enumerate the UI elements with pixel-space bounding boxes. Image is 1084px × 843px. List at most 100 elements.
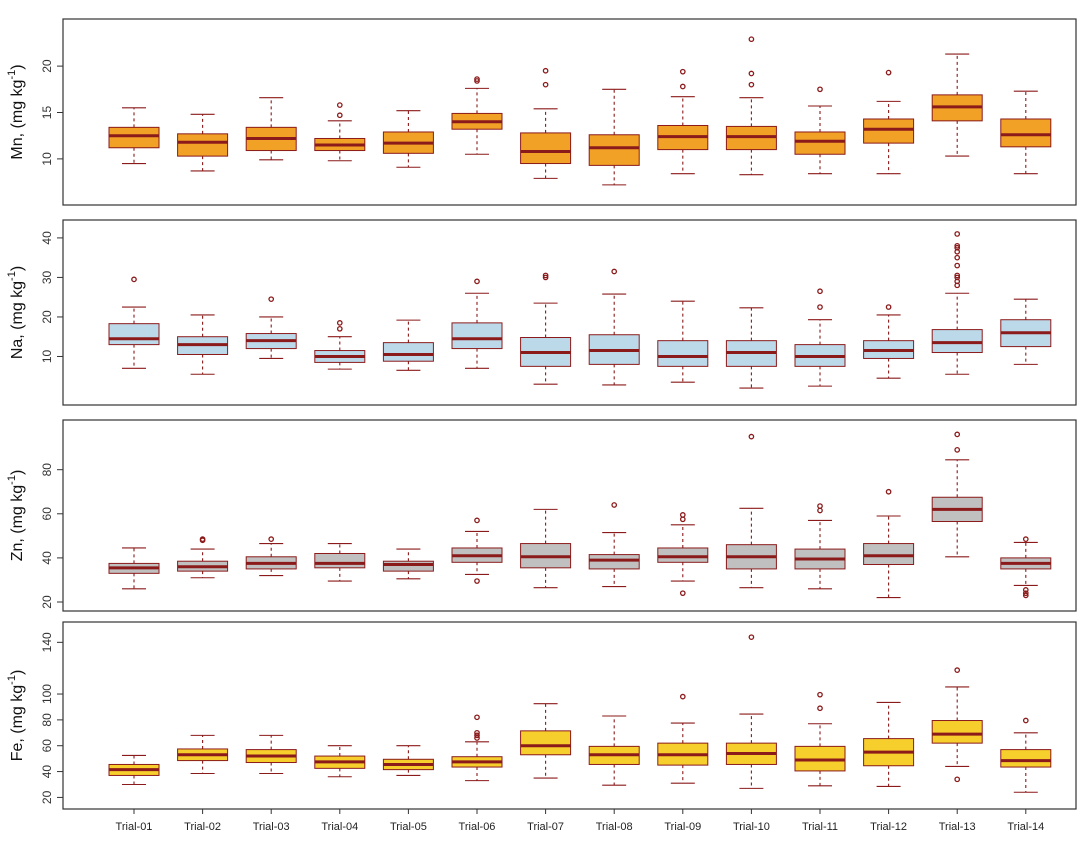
iqr-box [177, 133, 229, 157]
box-trial-08 [588, 268, 640, 386]
y-tick-label: 60 [40, 739, 54, 753]
y-tick-label: 40 [40, 231, 54, 245]
box-trial-11 [794, 691, 846, 787]
outlier-point [954, 776, 961, 783]
outlier-point [1022, 536, 1029, 543]
box-trial-08 [588, 715, 640, 786]
panel-frame [62, 18, 1077, 206]
outlier-point [954, 231, 961, 237]
y-tick-label: 10 [40, 152, 54, 166]
outlier-point [474, 732, 480, 739]
box-trial-11 [794, 86, 846, 175]
outlier-point [954, 272, 961, 279]
y-tick-label: 10 [40, 349, 54, 363]
outlier-point [954, 431, 961, 438]
x-tick-label: Trial-13 [939, 821, 976, 833]
box-trial-11 [794, 288, 846, 387]
x-tick-label: Trial-06 [459, 821, 496, 833]
y-axis-label-close: ) [9, 266, 26, 271]
iqr-box [588, 554, 640, 570]
outlier-point [542, 81, 549, 88]
box-trial-10 [725, 634, 777, 789]
y-axis-label-text: Mn, (mg kg [9, 80, 26, 160]
outlier-point [679, 83, 686, 90]
y-axis-label-superscript: -1 [6, 70, 18, 80]
y-axis-label-superscript: -1 [6, 475, 18, 485]
x-tick-label: Trial-10 [733, 821, 770, 833]
panel-4: 20 40 60 80 100 140 Fe, (mg kg-1) [6, 621, 1077, 810]
box-trial-06 [451, 517, 503, 584]
y-tick-label: 60 [40, 507, 54, 521]
x-tick-label: Trial-11 [802, 821, 838, 833]
box-trial-06 [451, 278, 503, 369]
box-trial-07 [520, 272, 572, 385]
box-trial-04 [314, 102, 366, 162]
iqr-box [863, 118, 915, 144]
panel-2: 10 20 30 40 Na, (mg kg-1) [6, 219, 1077, 406]
outlier-point [748, 634, 755, 641]
iqr-box [657, 547, 709, 563]
iqr-box [1000, 118, 1052, 148]
outlier-point [1022, 590, 1029, 597]
outlier-point [474, 76, 480, 82]
iqr-box [588, 134, 640, 166]
box-trial-02 [177, 734, 229, 775]
outlier-point [1022, 587, 1029, 593]
y-axis-label-text: Fe, (mg kg [9, 685, 26, 761]
box-trial-02 [177, 314, 229, 375]
box-trial-14 [1000, 90, 1052, 175]
box-trial-04 [314, 320, 366, 370]
outlier-point [336, 320, 343, 326]
y-tick-label: 80 [40, 463, 54, 477]
outlier-point [679, 590, 686, 597]
box-trial-09 [657, 300, 709, 383]
box-trial-13 [931, 231, 983, 375]
y-tick-label: 40 [40, 765, 54, 779]
outlier-point [954, 262, 961, 269]
box-trial-03 [245, 296, 297, 360]
y-tick-label: 20 [40, 595, 54, 609]
x-tick-label: Trial-03 [253, 821, 290, 833]
x-tick-label: Trial-12 [870, 821, 907, 833]
y-axis-label-close: ) [9, 670, 26, 675]
outlier-point [817, 304, 823, 310]
outlier-point [885, 304, 892, 310]
box-trial-02 [177, 536, 229, 579]
box-trial-13 [931, 667, 983, 783]
y-tick-label: 20 [40, 310, 54, 324]
box-trial-09 [657, 68, 709, 175]
box-trial-03 [245, 97, 297, 161]
y-axis-label: Mn, (mg kg-1) [6, 64, 26, 159]
box-trial-02 [177, 113, 229, 172]
box-trial-09 [657, 693, 709, 784]
box-trial-11 [794, 503, 846, 590]
iqr-box [314, 552, 366, 569]
outlier-point [748, 70, 755, 77]
outlier-point [954, 274, 961, 281]
x-tick-label: Trial-14 [1007, 821, 1044, 833]
outlier-point [885, 488, 892, 495]
outlier-point [336, 102, 343, 108]
iqr-box [1000, 749, 1052, 768]
box-trial-03 [245, 536, 297, 577]
box-trial-08 [588, 88, 640, 186]
outlier-point [679, 512, 686, 518]
outlier-point [954, 242, 961, 249]
iqr-box [657, 340, 709, 367]
panel-frame [62, 219, 1077, 406]
box-trial-05 [382, 548, 434, 580]
y-tick-label: 15 [40, 106, 54, 120]
box-trial-07 [520, 67, 572, 179]
box-trial-14 [1000, 298, 1052, 365]
x-tick-label: Trial-04 [321, 821, 358, 833]
outlier-point [336, 112, 343, 119]
outlier-point [474, 729, 480, 736]
iqr-box [108, 323, 160, 346]
x-tick-label: Trial-02 [184, 821, 221, 833]
box-trial-12 [863, 304, 915, 379]
outlier-point [885, 69, 892, 76]
y-axis-label-close: ) [9, 470, 26, 475]
y-axis-label-close: ) [9, 64, 26, 69]
outlier-point [474, 578, 480, 584]
